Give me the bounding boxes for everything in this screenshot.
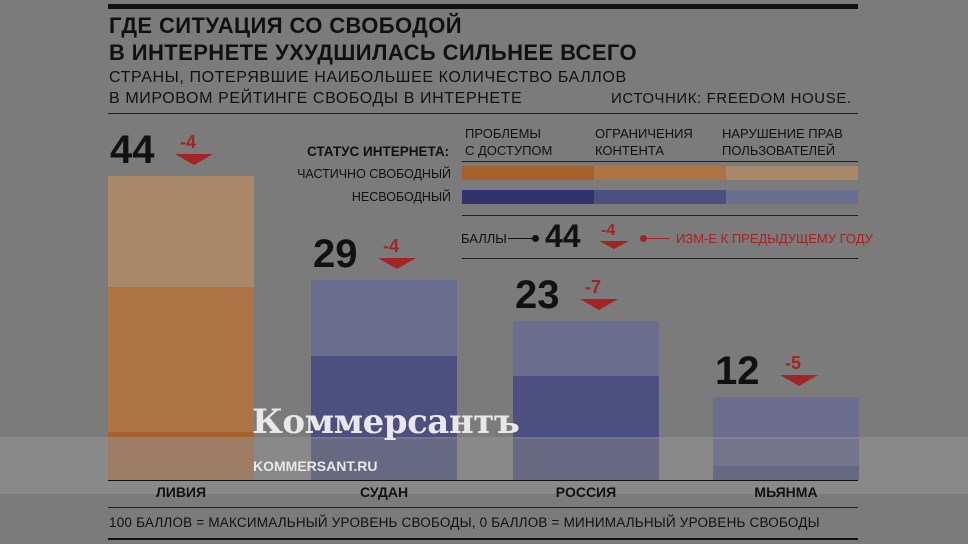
chart-subtitle-line2: В МИРОВОМ РЕЙТИНГЕ СВОБОДЫ В ИНТЕРНЕТЕ <box>109 90 523 107</box>
legend-rule-top <box>462 161 858 162</box>
bar-change-label: -7 <box>585 277 602 298</box>
bar-segment-1-2 <box>108 286 254 432</box>
legend-col2-line1: ОГРАНИЧЕНИЯ <box>595 126 693 141</box>
swatch-partly-free-2 <box>594 166 726 180</box>
swatch-not-free-2 <box>594 190 726 204</box>
key-score-label: БАЛЛЫ <box>461 231 507 246</box>
watermark-band <box>0 437 968 494</box>
bar-change-label: -4 <box>180 132 197 152</box>
key-score-dot <box>532 235 539 242</box>
legend-col1-line2: С ДОСТУПОМ <box>465 143 553 158</box>
legend-row-not-free: НЕСВОБОДНЫЙ <box>351 190 451 204</box>
bar-segment-4-3 <box>713 397 859 439</box>
swatch-not-free-1 <box>462 190 594 204</box>
chart-subtitle-line1: СТРАНЫ, ПОТЕРЯВШИЕ НАИБОЛЬШЕЕ КОЛИЧЕСТВО… <box>109 69 627 86</box>
category-label: РОССИЯ <box>555 484 617 500</box>
bar-segment-3-3 <box>513 321 659 377</box>
down-arrow-icon <box>175 154 213 165</box>
legend-col2-line2: КОНТЕНТА <box>595 143 665 158</box>
legend-col3-line1: НАРУШЕНИЕ ПРАВ <box>722 126 843 141</box>
footer-note: 100 БАЛЛОВ = МАКСИМАЛЬНЫЙ УРОВЕНЬ СВОБОД… <box>109 515 820 530</box>
category-label: ЛИВИЯ <box>155 484 207 500</box>
legend-col1-line1: ПРОБЛЕМЫ <box>465 126 541 141</box>
footer-rule-bottom <box>108 538 858 540</box>
bar-segment-3-2 <box>513 376 659 439</box>
swatch-partly-free-1 <box>462 166 594 180</box>
legend-rule-bottom <box>462 258 858 259</box>
legend-col3-line2: ПОЛЬЗОВАТЕЛЕЙ <box>722 143 836 158</box>
baseline <box>108 480 858 481</box>
key-score-pointer <box>508 238 534 239</box>
bar-change-label: -5 <box>785 353 802 374</box>
bar-total-label: 23 <box>515 273 560 318</box>
chart-title-line1: ГДЕ СИТУАЦИЯ СО СВОБОДОЙ <box>109 13 462 38</box>
legend-status-title: СТАТУС ИНТЕРНЕТА: <box>307 144 450 159</box>
footer-rule-top <box>108 507 858 508</box>
swatch-partly-free-3 <box>726 166 858 180</box>
chart-title-line2: В ИНТЕРНЕТЕ УХУДШИЛАСЬ СИЛЬНЕЕ ВСЕГО <box>109 40 637 65</box>
top-rule <box>108 4 858 9</box>
source-label: ИСТОЧНИК: FREEDOM HOUSE. <box>611 90 852 107</box>
key-change-value: -4 <box>601 222 616 239</box>
key-change-dot <box>640 235 647 242</box>
bar-total-label: 12 <box>715 349 760 394</box>
down-arrow-icon <box>580 299 618 311</box>
header-rule <box>108 113 858 114</box>
bar-segment-2-3 <box>311 279 457 356</box>
key-change-label: ИЗМ-Е К ПРЕДЫДУЩЕМУ ГОДУ <box>676 231 873 246</box>
key-down-arrow-icon <box>599 241 629 249</box>
category-label: СУДАН <box>359 484 409 500</box>
swatch-not-free-3 <box>726 190 858 204</box>
watermark-logo: Коммерсантъ <box>252 402 520 442</box>
bar-change-label: -4 <box>383 235 400 256</box>
key-change-pointer <box>646 238 670 239</box>
bar-segment-1-3 <box>108 176 254 287</box>
watermark-url: KOMMERSANT.RU <box>253 458 378 474</box>
key-score-value: 44 <box>545 218 581 254</box>
legend-row-partly-free: ЧАСТИЧНО СВОБОДНЫЙ <box>297 167 451 181</box>
down-arrow-icon <box>378 257 416 269</box>
down-arrow-icon <box>780 375 818 387</box>
bar-segment-2-2 <box>311 355 457 439</box>
legend-rule-mid <box>462 215 858 216</box>
bar-total-label: 29 <box>313 231 358 276</box>
bar-total-label: 44 <box>110 128 155 172</box>
category-label: МЬЯНМА <box>754 484 818 500</box>
